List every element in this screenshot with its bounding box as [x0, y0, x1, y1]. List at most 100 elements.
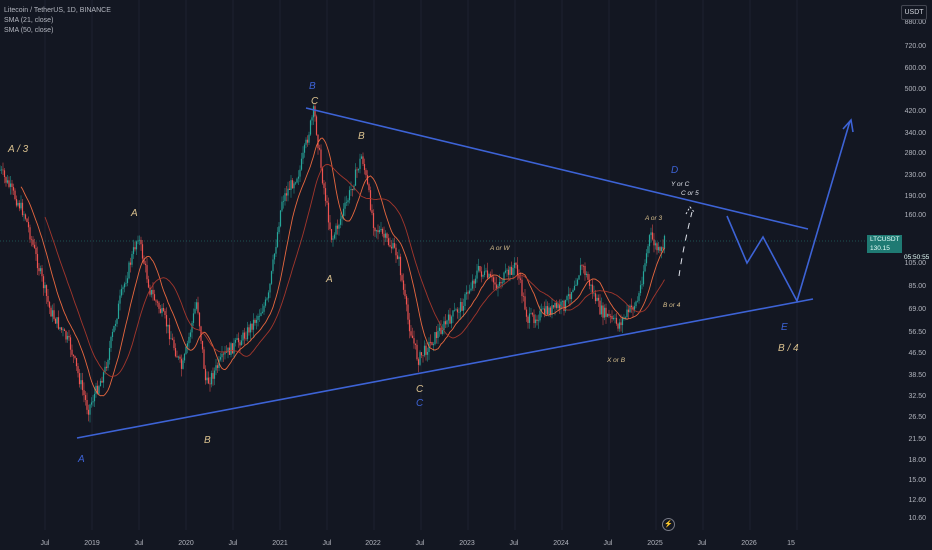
candle-body — [642, 271, 645, 285]
price-label: 38.50 — [908, 372, 926, 379]
label-b-top: B — [309, 81, 316, 92]
label-y-or-c: Y or C — [671, 181, 690, 188]
time-axis[interactable]: Jul 2019 Jul 2020 Jul 2021 Jul 2022 Jul … — [0, 530, 896, 550]
candle-body — [47, 295, 49, 302]
candle-body — [636, 300, 639, 302]
candle-body — [233, 342, 235, 354]
price-label: 56.50 — [908, 329, 926, 336]
candle-body — [504, 270, 507, 273]
candle-body — [426, 351, 429, 355]
candle-body — [179, 356, 181, 359]
candle-body — [600, 305, 603, 315]
candle-body — [317, 134, 319, 149]
candle-body — [408, 319, 411, 332]
candle-body — [588, 279, 591, 286]
candle-body — [374, 227, 376, 232]
label-b-2020: B — [204, 435, 211, 446]
price-label: 12.60 — [908, 497, 926, 504]
candle-body — [651, 232, 654, 240]
candle-body — [417, 359, 420, 365]
label-a3: A / 3 — [7, 144, 29, 155]
current-price-badge: LTCUSDT 130.15 05:50:55 — [867, 235, 929, 261]
candle-body — [15, 199, 18, 206]
price-axis[interactable]: 880.00 720.00 600.00 500.00 420.00 340.0… — [896, 0, 932, 550]
candle-body — [111, 332, 114, 338]
candle-body — [242, 332, 244, 341]
candle-body — [65, 331, 67, 340]
candle-body — [464, 294, 466, 306]
candle-body — [251, 323, 253, 330]
candle-body — [332, 238, 334, 240]
candle-body — [258, 315, 261, 317]
price-label: 500.00 — [904, 86, 926, 93]
candle-body — [26, 218, 28, 223]
currency-selector[interactable]: USDT — [901, 5, 927, 20]
projection-path[interactable] — [726, 120, 851, 304]
candle-body — [326, 200, 328, 203]
candle-body — [191, 322, 193, 333]
candle-body — [3, 170, 6, 178]
price-label: 190.00 — [904, 193, 926, 200]
candle-body — [180, 358, 183, 369]
candle-body — [263, 305, 265, 312]
label-b4: B / 4 — [778, 343, 799, 354]
candle-body — [383, 233, 385, 238]
price-label: 600.00 — [904, 65, 926, 72]
candle-body — [342, 208, 345, 216]
candle-body — [341, 215, 343, 219]
candle-body — [237, 338, 240, 343]
candle-body — [185, 346, 187, 355]
candle-body — [279, 210, 282, 227]
candle-body — [501, 282, 504, 284]
candle-body — [387, 238, 390, 245]
candle-body — [645, 253, 648, 264]
candle-body — [54, 318, 57, 324]
candle-body — [372, 213, 375, 228]
candle-body — [245, 338, 247, 340]
time-label: 2021 — [272, 540, 288, 547]
candle-body — [518, 275, 520, 279]
symbol-title[interactable]: Litecoin / TetherUS, 1D, BINANCE — [4, 7, 111, 14]
label-x-or-b: X or B — [606, 357, 626, 364]
candle-body — [315, 116, 318, 135]
candle-body — [303, 144, 306, 153]
candle-body — [447, 314, 450, 321]
candle-body — [348, 190, 351, 201]
candle-body — [561, 300, 564, 302]
label-c-top: C — [311, 96, 319, 107]
sma-21-legend[interactable]: SMA (21, close) — [4, 17, 54, 24]
candle-body — [42, 276, 45, 289]
candle-body — [24, 214, 27, 219]
price-label: 160.00 — [904, 212, 926, 219]
candle-body — [204, 368, 207, 381]
upper-trendline[interactable] — [305, 107, 809, 230]
lower-trendline[interactable] — [76, 298, 814, 439]
candle-body — [59, 327, 61, 329]
candle-body — [48, 301, 51, 308]
candle-body — [126, 278, 129, 283]
candle-body — [585, 273, 588, 275]
label-b-or-4: B or 4 — [663, 302, 681, 309]
candle-body — [98, 386, 100, 394]
candle-body — [530, 313, 532, 314]
candle-body — [578, 275, 580, 280]
candle-body — [359, 158, 361, 170]
candle-body — [347, 200, 349, 203]
candle-body — [536, 319, 538, 322]
candle-body — [188, 336, 190, 344]
lightning-icon[interactable]: ⚡ — [662, 518, 675, 531]
candle-body — [44, 285, 46, 289]
sma-50-legend[interactable]: SMA (50, close) — [4, 27, 54, 34]
candle-body — [611, 316, 613, 319]
candle-body — [639, 285, 642, 294]
candle-body — [18, 202, 21, 209]
candle-body — [605, 307, 607, 317]
label-c-2022-blue: C — [416, 398, 424, 409]
candle-body — [656, 243, 658, 251]
candle-body — [212, 373, 214, 379]
candle-body — [581, 265, 583, 266]
candle-body — [81, 380, 84, 391]
time-label: Jul — [322, 540, 332, 547]
candle-body — [491, 276, 493, 278]
